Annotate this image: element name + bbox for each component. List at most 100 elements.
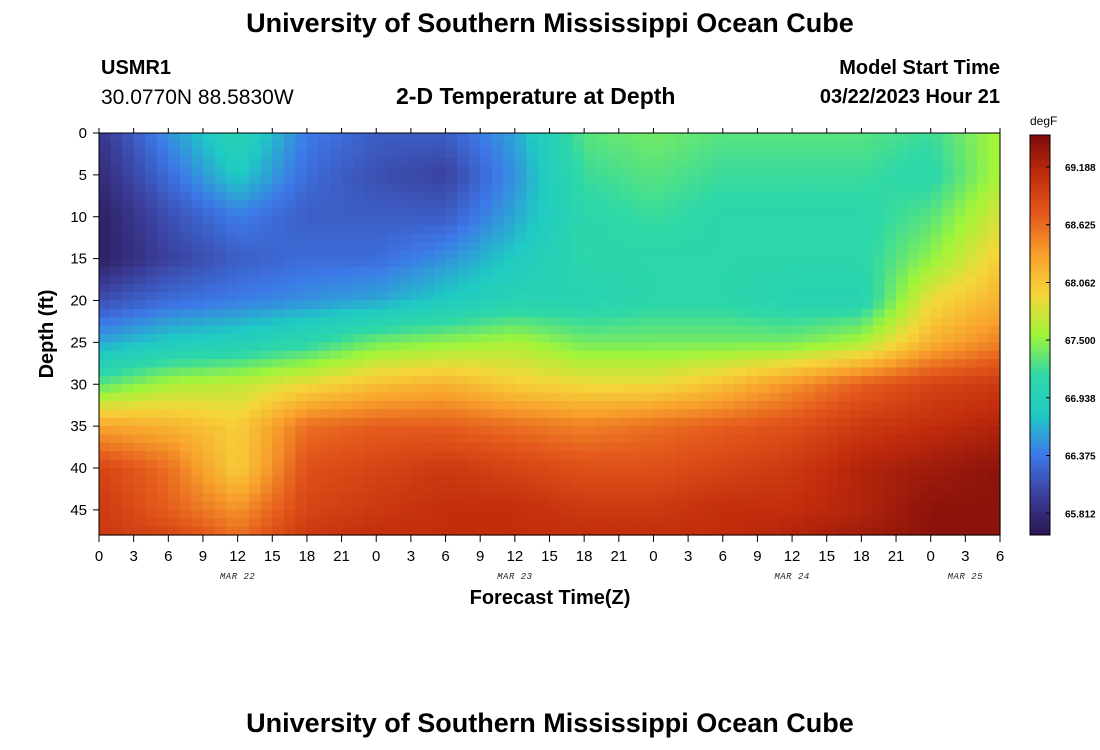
heatmap-cell [792,359,805,369]
heatmap-cell [942,308,955,318]
heatmap-cell [318,191,331,201]
heatmap-cell [364,275,377,285]
heatmap-cell [988,174,1001,184]
heatmap-cell [503,317,516,327]
heatmap-cell [156,384,169,394]
heatmap-cell [202,459,216,469]
heatmap-cell [688,417,701,427]
heatmap-cell [295,526,308,536]
heatmap-cell [214,325,227,335]
heatmap-cell [457,451,470,461]
heatmap-cell [896,283,909,293]
heatmap-cell [618,241,631,251]
heatmap-cell [306,342,320,352]
heatmap-cell [595,308,608,318]
heatmap-cell [237,409,250,419]
heatmap-cell [168,375,181,385]
heatmap-cell [330,401,343,410]
heatmap-cell [353,225,366,235]
heatmap-cell [618,141,631,151]
heatmap-cell [537,451,551,461]
heatmap-cell [318,275,331,285]
heatmap-cell [965,191,978,201]
heatmap-cell [919,250,932,260]
heatmap-cell [942,426,955,436]
heatmap-cell [353,200,366,209]
heatmap-cell [988,359,1001,369]
heatmap-cell [607,308,620,318]
heatmap-cell [641,417,655,427]
heatmap-cell [584,241,597,251]
heatmap-cell [584,300,597,310]
heatmap-cell [537,476,551,486]
heatmap-cell [514,141,527,151]
heatmap-cell [757,166,770,176]
heatmap-cell [953,501,966,511]
heatmap-cell [283,468,296,477]
heatmap-cell [688,384,701,394]
heatmap-cell [468,133,481,142]
heatmap-cell [688,493,701,503]
heatmap-cell [295,350,308,360]
heatmap-cell [376,409,389,419]
heatmap-cell [272,392,285,402]
heatmap-cell [156,359,169,369]
heatmap-cell [260,375,273,385]
heatmap-cell [699,158,712,168]
heatmap-cell [122,292,135,302]
heatmap-cell [318,518,331,528]
heatmap-cell [133,275,146,285]
heatmap-cell [202,149,216,159]
heatmap-cell [249,233,262,243]
heatmap-cell [272,468,285,477]
heatmap-cell [179,493,193,503]
heatmap-cell [561,442,574,452]
heatmap-cell [618,183,631,193]
heatmap-cell [445,133,458,142]
heatmap-cell [907,509,920,519]
heatmap-cell [457,191,470,201]
heatmap-cell [803,359,816,369]
heatmap-cell [780,250,793,260]
heatmap-cell [688,501,701,511]
heatmap-cell [480,241,493,251]
heatmap-cell [99,459,112,469]
heatmap-cell [491,442,504,452]
heatmap-cell [457,133,470,142]
heatmap-cell [468,342,481,352]
heatmap-cell [341,459,354,469]
heatmap-cell [919,149,932,159]
heatmap-cell [514,200,527,209]
heatmap-cell [919,241,932,251]
heatmap-cell [907,375,920,385]
heatmap-cell [537,267,551,276]
heatmap-cell [815,300,828,310]
heatmap-cell [353,384,366,394]
heatmap-cell [757,200,770,209]
heatmap-cell [872,166,886,176]
heatmap-cell [930,384,943,394]
heatmap-cell [422,451,435,461]
heatmap-cell [942,200,955,209]
heatmap-cell [202,493,216,503]
heatmap-cell [422,225,435,235]
heatmap-cell [341,308,354,318]
heatmap-cell [480,158,493,168]
heatmap-cell [202,166,216,176]
heatmap-cell [410,375,424,385]
heatmap-cell [237,174,250,184]
heatmap-cell [803,141,816,151]
heatmap-cell [330,216,343,226]
heatmap-cell [226,133,239,142]
heatmap-cell [433,250,447,260]
heatmap-cell [122,493,135,503]
heatmap-cell [965,484,978,494]
heatmap-cell [711,375,724,385]
heatmap-cell [353,426,366,436]
heatmap-cell [745,133,759,142]
heatmap-cell [618,225,631,235]
heatmap-cell [457,518,470,528]
heatmap-cell [422,275,435,285]
heatmap-cell [815,141,828,151]
heatmap-cell [237,191,250,201]
